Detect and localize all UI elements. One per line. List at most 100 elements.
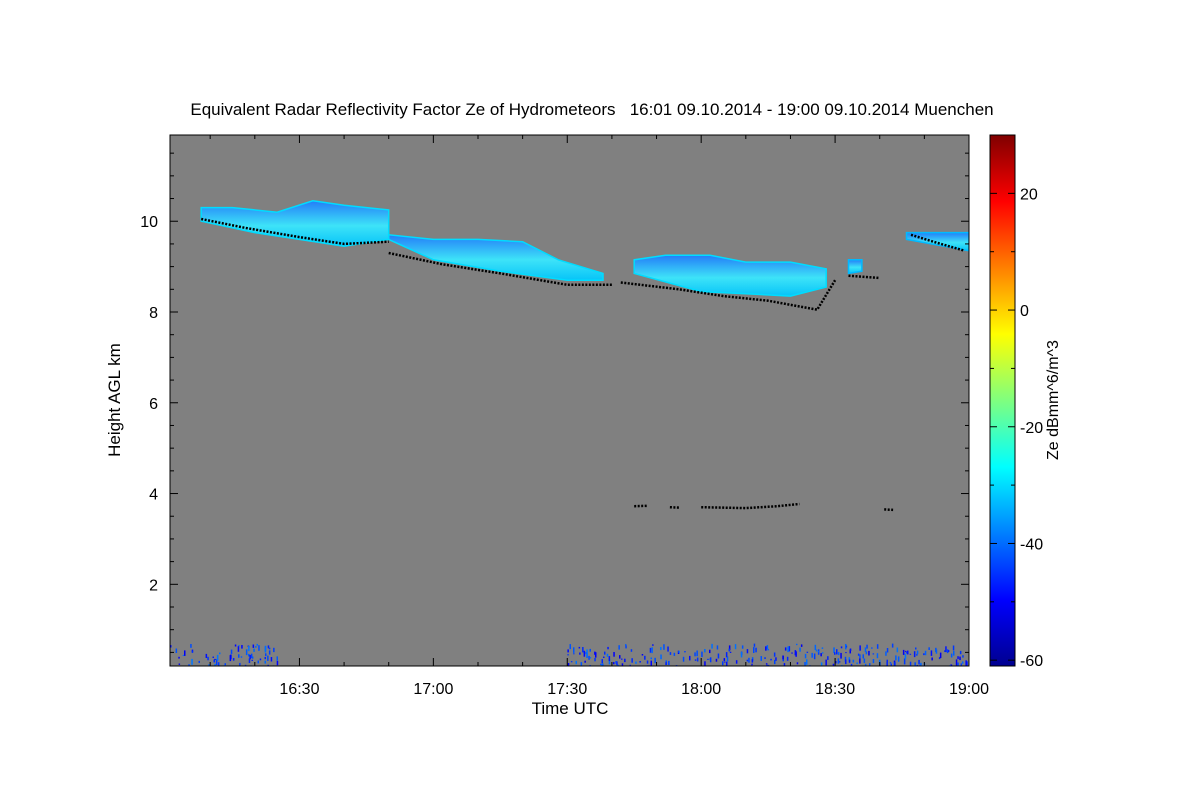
clutter-speck	[837, 652, 840, 656]
clutter-speck	[267, 664, 269, 666]
clutter-speck	[603, 656, 605, 658]
clutter-speck	[753, 643, 756, 647]
clutter-speck	[939, 665, 942, 666]
clutter-speck	[849, 648, 852, 651]
clutter-speck	[191, 658, 193, 665]
clutter-speck	[821, 652, 824, 654]
clutter-speck	[905, 650, 907, 652]
clutter-speck	[935, 649, 938, 654]
clutter-speck	[774, 659, 776, 665]
clutter-speck	[273, 647, 275, 653]
clutter-speck	[845, 659, 847, 665]
y-tick-label: 10	[140, 214, 158, 231]
clutter-speck	[208, 664, 210, 666]
clutter-speck	[836, 649, 838, 655]
clutter-speck	[915, 647, 917, 650]
x-tick-label: 17:00	[413, 681, 453, 698]
clutter-speck	[953, 650, 955, 656]
clutter-speck	[728, 648, 730, 652]
clutter-speck	[588, 655, 590, 660]
clutter-speck	[806, 651, 809, 653]
clutter-speck	[257, 660, 259, 664]
clutter-speck	[723, 658, 726, 662]
clutter-speck	[837, 658, 840, 664]
clutter-speck	[607, 646, 609, 650]
clutter-speck	[848, 659, 851, 663]
colorbar-ticks: 20 0 -20 -40 -60	[990, 134, 1043, 670]
clutter-speck	[820, 653, 822, 657]
cloud-base-marker-0	[200, 217, 389, 246]
clutter-speck	[848, 657, 851, 662]
clutter-speck	[728, 645, 731, 651]
clutter-speck	[751, 659, 754, 663]
clutter-speck	[652, 644, 654, 646]
clutter-speck	[833, 647, 835, 653]
clutter-speck	[264, 660, 266, 664]
clutter-speck	[895, 655, 897, 661]
clutter-speck	[920, 662, 922, 666]
clutter-speck	[955, 659, 958, 666]
clutter-speck	[615, 661, 617, 664]
clutter-speck	[276, 656, 278, 661]
clutter-speck	[817, 651, 819, 653]
clutter-speck	[689, 655, 691, 661]
clutter-speck	[886, 648, 889, 653]
colorbar-tick-label: -60	[1020, 653, 1043, 670]
clutter-speck	[214, 658, 216, 660]
clutter-speck	[205, 653, 208, 658]
clutter-speck	[252, 644, 255, 648]
x-tick-label: 16:30	[279, 681, 319, 698]
clutter-speck	[795, 651, 797, 657]
clutter-speck	[198, 660, 200, 663]
clutter-speck	[909, 653, 912, 655]
clutter-speck	[748, 657, 750, 663]
clutter-speck	[621, 658, 623, 660]
clutter-speck	[682, 656, 685, 662]
clutter-speck	[616, 664, 618, 666]
clutter-speck	[616, 661, 618, 665]
clutter-speck	[950, 664, 952, 666]
clutter-speck	[567, 649, 569, 653]
clutter-speck	[586, 653, 588, 658]
clutter-speck	[835, 661, 837, 664]
clutter-speck	[903, 658, 906, 665]
clutter-speck	[639, 661, 641, 663]
clutter-speck	[589, 657, 592, 659]
clutter-speck	[608, 659, 611, 665]
clutter-speck	[722, 661, 724, 666]
clutter-speck	[787, 646, 789, 653]
clutter-speck	[814, 644, 817, 650]
clutter-speck	[897, 656, 900, 662]
clutter-speck	[859, 645, 861, 651]
clutter-speck	[962, 655, 964, 658]
clutter-speck	[726, 656, 729, 662]
clutter-speck	[213, 659, 215, 663]
clutter-speck	[583, 650, 586, 657]
clutter-speck	[806, 659, 808, 665]
clutter-speck	[175, 648, 178, 653]
x-tick-label: 18:30	[815, 681, 855, 698]
clutter-speck	[794, 650, 797, 656]
clutter-speck	[701, 651, 703, 657]
clutter-speck	[944, 650, 946, 652]
clutter-speck	[619, 655, 621, 659]
clutter-speck	[716, 645, 719, 650]
clutter-speck	[950, 653, 953, 658]
clutter-speck	[258, 645, 260, 651]
clutter-speck	[913, 651, 916, 658]
clutter-speck	[635, 661, 637, 664]
clutter-speck	[573, 647, 575, 653]
clutter-speck	[923, 653, 925, 656]
clutter-speck	[191, 650, 194, 653]
echo-region-cirrus-d	[847, 259, 863, 275]
clutter-speck	[234, 644, 237, 647]
clutter-speck	[916, 650, 919, 655]
clutter-speck	[650, 660, 652, 666]
y-tick-label: 2	[149, 577, 158, 594]
clutter-speck	[646, 660, 649, 664]
clutter-speck	[753, 647, 755, 653]
clutter-speck	[952, 645, 955, 651]
clutter-speck	[914, 662, 916, 666]
clutter-speck	[741, 645, 744, 649]
